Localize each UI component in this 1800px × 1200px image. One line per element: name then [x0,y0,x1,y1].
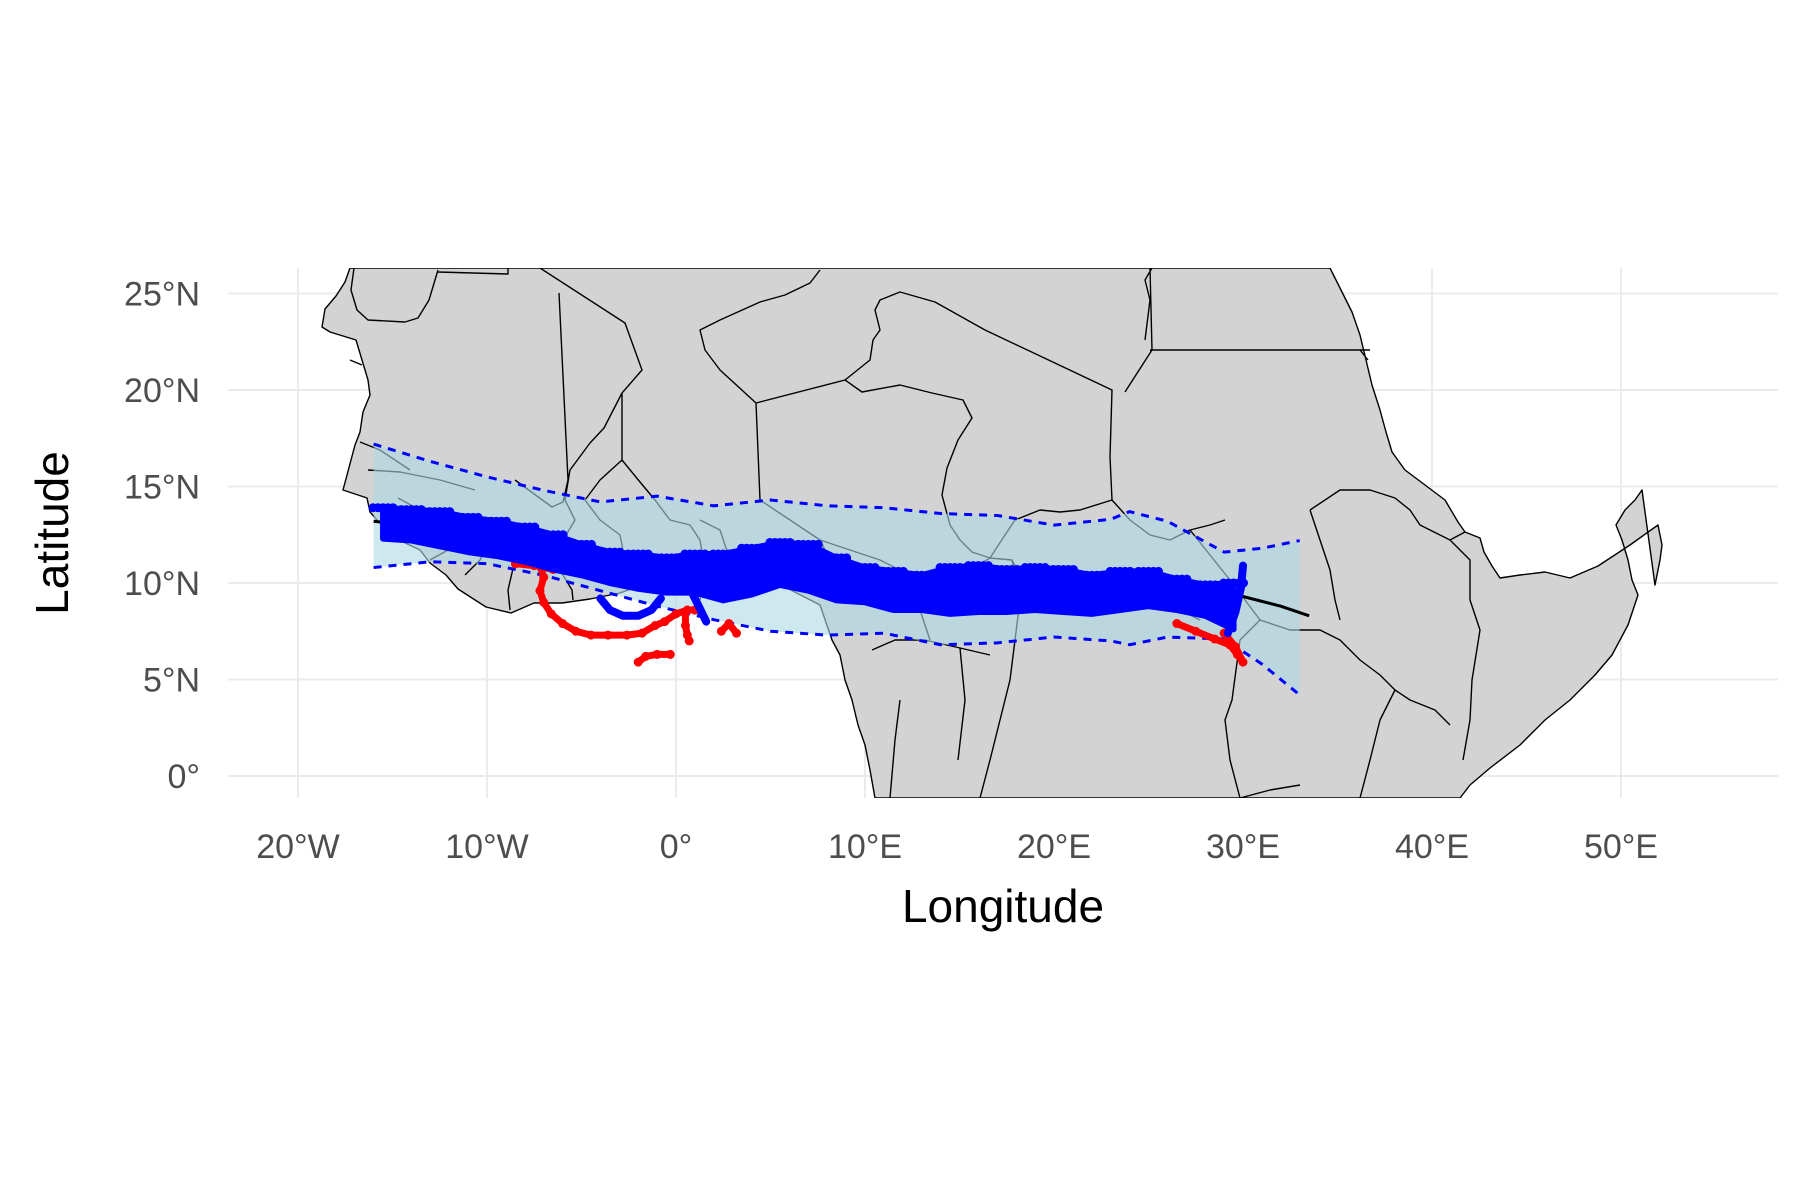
primary-point [1012,564,1022,574]
secondary-point [680,620,690,630]
x-tick-label: 50°E [1584,828,1658,866]
primary-point [813,539,823,549]
y-tick-label: 15°N [124,469,200,507]
secondary-point [571,626,581,636]
primary-point [501,516,511,526]
primary-track [687,586,711,626]
primary-point [388,503,398,513]
secondary-point [660,617,670,627]
primary-point [445,507,455,517]
primary-point [785,537,795,547]
secondary-point [1210,634,1220,644]
secondary-point [680,607,690,617]
primary-point [898,566,908,576]
secondary-point [671,609,681,619]
secondary-point [1238,657,1248,667]
primary-point [530,522,540,532]
secondary-point [535,586,545,596]
secondary-point [633,657,643,667]
secondary-point [724,619,734,629]
x-axis-title: Longitude [902,880,1104,932]
primary-point [1125,566,1135,576]
primary-track [1223,561,1247,638]
x-tick-label: 30°E [1206,828,1280,866]
primary-point [416,505,426,515]
x-axis-ticks: 20°W 10°W 0° 10°E 20°E 30°E 40°E 50°E [256,828,1658,866]
secondary-point [641,651,651,661]
primary-point [1210,580,1220,590]
x-tick-label: 40°E [1395,828,1469,866]
secondary-point [539,572,549,582]
primary-point [473,512,483,522]
secondary-point [665,649,675,659]
y-tick-label: 0° [167,758,200,796]
y-tick-label: 20°N [124,372,200,410]
secondary-track [536,562,699,639]
primary-point [1068,564,1078,574]
secondary-point [637,628,647,638]
secondary-track [634,650,674,666]
primary-track [596,594,665,620]
y-tick-label: 10°N [124,565,200,603]
primary-point [983,561,993,571]
primary-point [587,539,596,549]
secondary-point [586,630,596,640]
secondary-point [1232,649,1242,659]
primary-point [672,553,682,563]
primary-point [870,563,880,573]
secondary-point [684,636,694,646]
primary-point [842,553,852,563]
primary-points [368,503,1249,638]
primary-point [1040,563,1050,573]
x-tick-label: 0° [660,828,693,866]
secondary-point [539,597,549,607]
secondary-point [731,628,741,638]
x-tick-label: 20°W [256,828,340,866]
primary-point [1154,566,1163,576]
primary-point [927,570,937,580]
secondary-point [622,630,632,640]
secondary-point [1230,642,1240,652]
secondary-point [546,609,556,619]
secondary-point [716,626,726,636]
primary-point [1182,574,1192,584]
primary-point [728,549,738,559]
x-tick-label: 10°W [445,828,529,866]
y-tick-label: 5°N [143,662,200,700]
secondary-point [1191,626,1201,636]
secondary-point [558,619,568,629]
x-tick-label: 10°E [828,828,902,866]
secondary-point [603,630,613,640]
primary-point [757,543,767,553]
primary-point [700,549,710,559]
primary-point [558,530,568,540]
y-axis-title: Latitude [26,451,78,615]
primary-point [1097,570,1107,580]
secondary-point [1172,619,1182,629]
primary-point [615,547,625,557]
secondary-point [650,620,660,630]
primary-point [643,549,653,559]
y-tick-label: 25°N [124,276,200,314]
y-axis-ticks: 0° 5°N 10°N 15°N 20°N 25°N [124,276,200,797]
secondary-point [652,649,662,659]
x-tick-label: 20°E [1017,828,1091,866]
primary-point [955,563,965,573]
